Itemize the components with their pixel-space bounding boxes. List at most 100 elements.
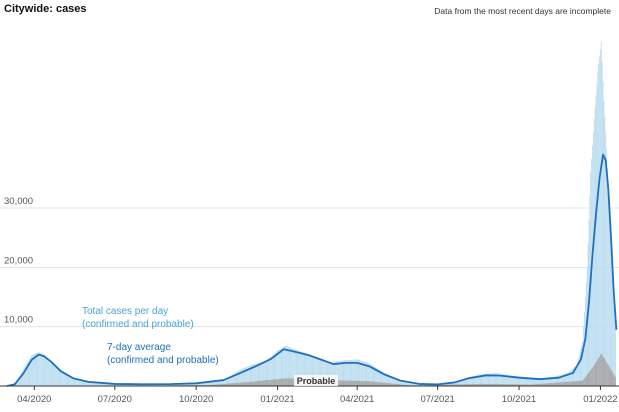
total-cases-bar [225, 378, 227, 386]
total-cases-bar [613, 291, 615, 386]
probable-bar [486, 383, 488, 386]
total-cases-bar [408, 382, 409, 386]
probable-bar [443, 384, 445, 386]
total-cases-bar [48, 359, 49, 386]
probable-bar [560, 382, 562, 386]
total-cases-bar [347, 360, 348, 386]
total-cases-bar [612, 279, 614, 386]
probable-bar [390, 383, 392, 386]
probable-bar [605, 360, 607, 386]
total-cases-bar [186, 383, 187, 386]
probable-bar [577, 380, 579, 386]
total-cases-bar [270, 356, 272, 386]
total-cases-bar [487, 373, 489, 386]
total-cases-bar [508, 375, 509, 386]
total-cases-bar [508, 375, 510, 386]
total-cases-bar [201, 382, 203, 386]
annotation-seven-day-average: 7-day average [107, 342, 171, 353]
total-cases-bar [417, 383, 419, 386]
probable-bar [405, 384, 407, 386]
total-cases-bar [275, 352, 277, 386]
probable-bar [225, 383, 227, 386]
total-cases-bar [55, 367, 56, 386]
total-cases-bar [358, 359, 360, 386]
total-cases-bar [325, 360, 327, 386]
total-cases-bar [608, 208, 610, 386]
total-cases-bar [456, 380, 458, 386]
probable-bar [218, 384, 220, 386]
total-cases-bar [465, 377, 467, 386]
probable-bar [406, 384, 408, 386]
total-cases-bar [304, 352, 306, 386]
total-cases-bar [511, 375, 513, 386]
probable-bar [589, 371, 591, 386]
total-cases-bar [353, 359, 355, 386]
probable-bar [365, 381, 367, 386]
total-cases-bar [607, 168, 608, 386]
probable-bar [604, 359, 606, 386]
probable-bar [272, 379, 274, 386]
total-cases-bar [449, 382, 451, 386]
probable-bar [569, 381, 570, 386]
total-cases-bar [182, 383, 184, 386]
total-cases-bar [239, 369, 240, 386]
probable-bar [286, 378, 287, 386]
probable-bar [489, 384, 491, 386]
total-cases-bar [316, 357, 317, 386]
total-cases-bar [94, 382, 96, 386]
total-cases-bar [128, 383, 130, 386]
probable-bar [609, 368, 611, 386]
total-cases-bar [91, 382, 93, 386]
probable-bar [467, 384, 469, 386]
probable-bar [355, 380, 356, 386]
total-cases-bar [566, 373, 568, 386]
total-cases-bar [202, 382, 204, 386]
probable-bar [458, 384, 460, 386]
total-cases-bar [307, 353, 309, 386]
probable-bar [362, 381, 363, 386]
probable-bar [341, 380, 343, 386]
total-cases-bar [452, 382, 454, 386]
probable-bar [483, 383, 485, 386]
total-cases-bar [29, 358, 31, 386]
total-cases-bar [403, 381, 405, 386]
total-cases-bar [595, 95, 597, 387]
probable-bar [222, 384, 224, 386]
total-cases-bar [414, 383, 416, 386]
probable-bar [224, 383, 226, 386]
probable-bar [495, 384, 497, 386]
total-cases-bar [231, 375, 232, 386]
total-cases-bar [407, 382, 408, 386]
probable-bar [259, 380, 261, 386]
total-cases-bar [199, 382, 201, 386]
probable-bar [542, 383, 544, 386]
probable-bar [450, 384, 452, 386]
total-cases-bar [454, 381, 455, 386]
total-cases-bar [476, 375, 477, 386]
total-cases-bar [583, 326, 585, 386]
total-cases-bar [499, 373, 500, 386]
total-cases-bar [193, 383, 194, 386]
probable-bar [375, 381, 377, 386]
total-cases-bar [278, 349, 279, 386]
probable-bar [285, 378, 286, 386]
probable-bar [344, 380, 346, 386]
probable-bar [364, 381, 366, 386]
total-cases-bar [85, 381, 87, 386]
total-cases-bar [347, 360, 349, 386]
total-cases-bar [286, 346, 288, 386]
probable-bar [487, 384, 489, 386]
total-cases-bar [264, 360, 266, 386]
total-cases-bar [49, 361, 51, 386]
total-cases-bar [464, 378, 466, 386]
probable-bar [270, 379, 271, 386]
total-cases-bar [122, 383, 124, 386]
total-cases-bar [399, 380, 401, 386]
probable-bar [269, 379, 270, 386]
total-cases-bar [76, 379, 78, 386]
probable-bar [213, 384, 215, 386]
probable-bar [396, 383, 398, 386]
probable-bar [397, 384, 399, 386]
total-cases-bar [83, 381, 85, 386]
total-cases-bar [132, 384, 133, 386]
